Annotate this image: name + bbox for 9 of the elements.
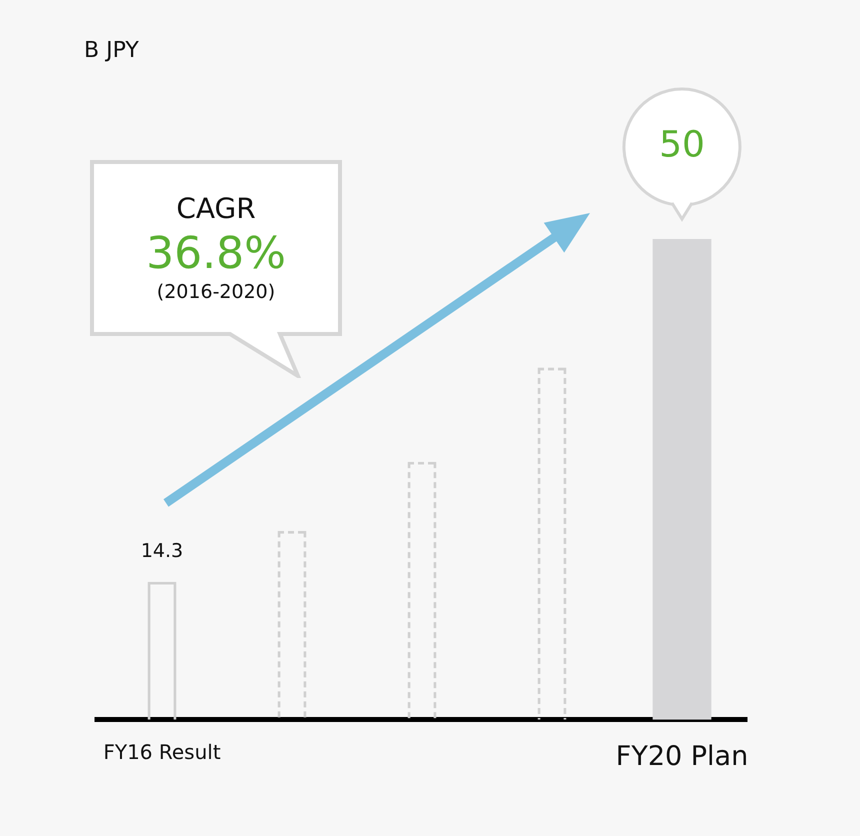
x-tick-label: FY20 Plan xyxy=(616,740,748,772)
text: CAGR xyxy=(176,191,256,226)
annotation: 36.8% xyxy=(146,227,286,282)
data-label: 14.3 xyxy=(140,540,184,562)
data-label: 50 xyxy=(659,124,705,166)
text: B JPY xyxy=(84,38,139,63)
x-tick-label: FY16 Result xyxy=(103,740,221,764)
bar xyxy=(652,238,712,720)
annotation: (2016-2020) xyxy=(156,281,276,305)
